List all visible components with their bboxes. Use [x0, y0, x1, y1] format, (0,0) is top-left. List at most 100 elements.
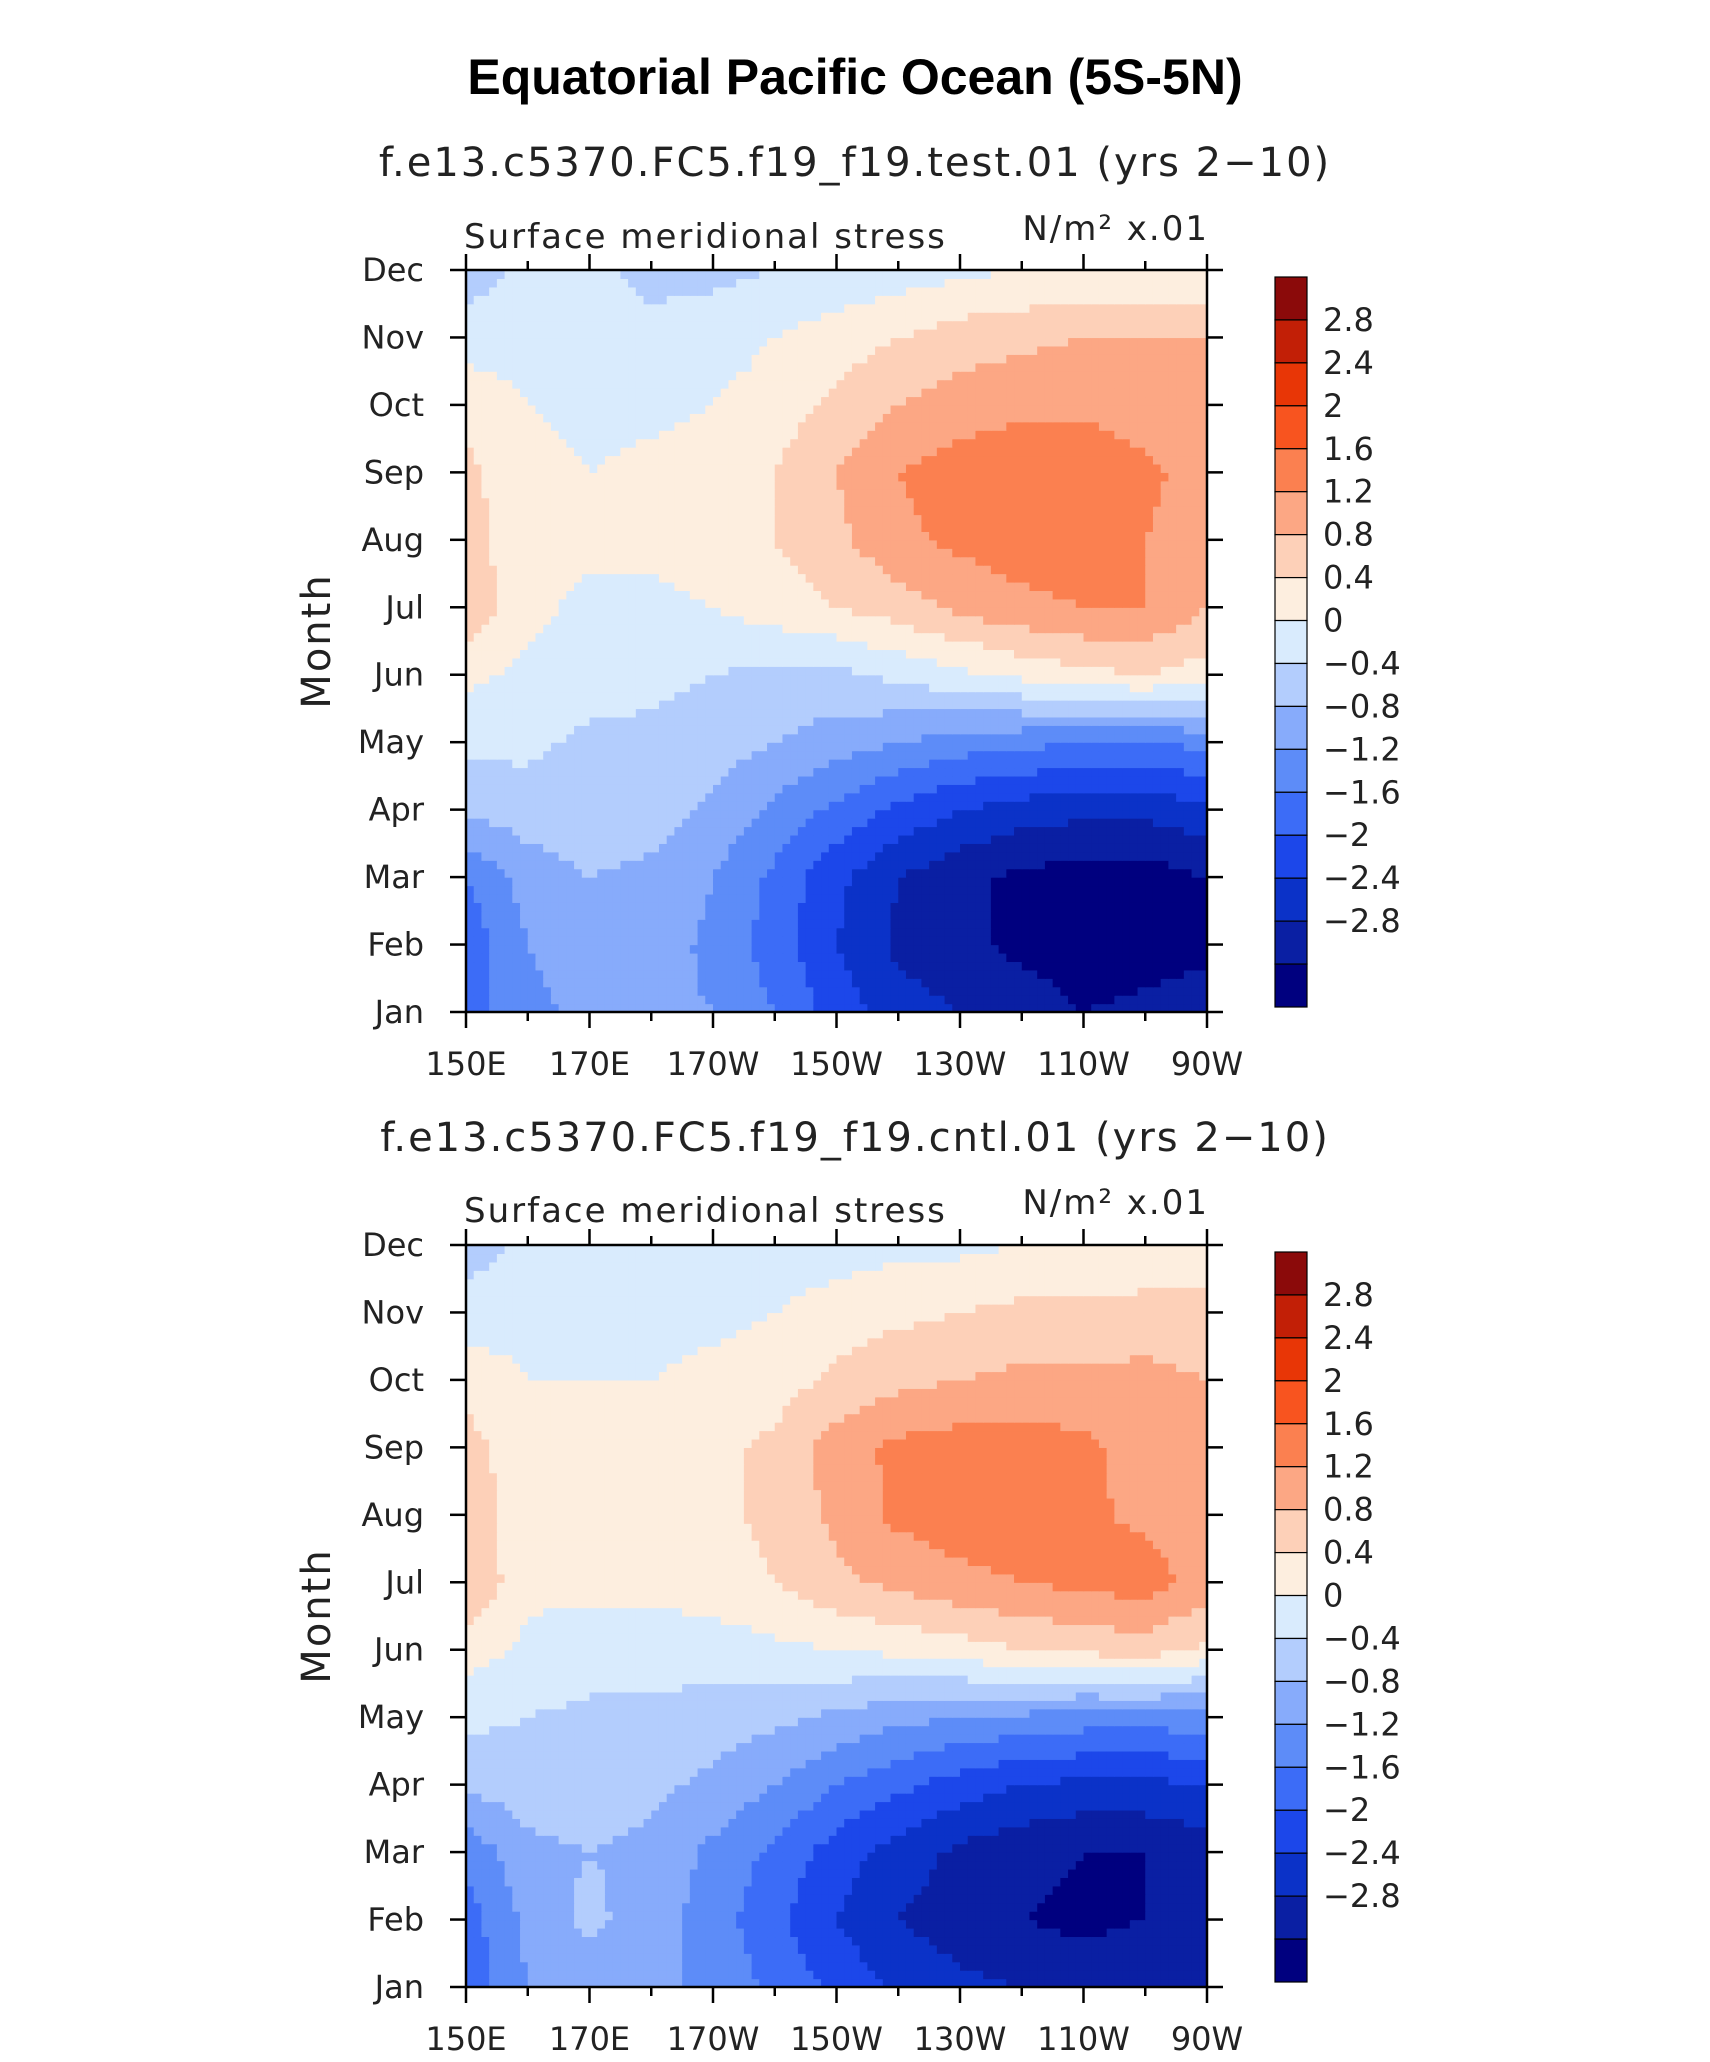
contour-cell [905, 919, 915, 929]
contour-cell [1098, 936, 1108, 946]
contour-cell [697, 952, 706, 963]
contour-cell [1021, 784, 1031, 794]
contour-cell [1106, 969, 1115, 979]
contour-cell [1114, 936, 1123, 946]
contour-cell [1191, 700, 1200, 710]
contour-cell [1137, 936, 1146, 946]
contour-cell [705, 624, 714, 634]
contour-cell [1068, 725, 1077, 735]
contour-cell [813, 961, 822, 971]
contour-cell [558, 742, 567, 752]
contour-cell [589, 851, 598, 861]
contour-cell [720, 624, 730, 634]
contour-cell [527, 641, 537, 651]
contour-cell [520, 868, 529, 878]
contour-cell [790, 708, 799, 718]
contour-cell [597, 708, 606, 718]
contour-cell [936, 649, 946, 659]
contour-cell [743, 978, 753, 988]
contour-cell [797, 775, 807, 785]
contour-cell [520, 919, 529, 929]
contour-cell [1037, 995, 1046, 1005]
contour-cell [836, 700, 845, 710]
contour-cell [1160, 742, 1170, 752]
contour-cell [566, 860, 575, 870]
contour-cell [1114, 834, 1123, 844]
contour-cell [674, 952, 683, 963]
contour-cell [581, 809, 591, 819]
contour-cell [1168, 944, 1177, 954]
contour-cell [1006, 792, 1015, 802]
contour-cell [1060, 877, 1069, 887]
contour-cell [875, 615, 884, 625]
contour-cell [512, 826, 521, 836]
contour-cell [1037, 919, 1046, 929]
contour-cell [697, 893, 706, 903]
contour-cell [844, 784, 853, 794]
contour-cell [913, 910, 923, 920]
contour-cell [774, 885, 784, 895]
contour-cell [1006, 624, 1015, 634]
contour-cell [543, 733, 552, 743]
contour-cell [1060, 919, 1069, 929]
contour-cell [674, 919, 683, 929]
contour-cell [983, 1003, 992, 1013]
contour-cell [496, 767, 506, 777]
contour-cell [1199, 657, 1208, 667]
contour-cell [720, 893, 730, 903]
contour-cell [759, 733, 768, 743]
contour-cell [1098, 784, 1108, 794]
contour-cell [1129, 581, 1139, 592]
contour-cell [805, 809, 814, 819]
contour-cell [1114, 978, 1123, 988]
contour-cell [473, 868, 483, 878]
contour-cell [1037, 733, 1046, 743]
contour-cell [867, 716, 876, 726]
contour-cell [1083, 944, 1092, 954]
contour-cell [1199, 834, 1208, 844]
contour-cell [473, 607, 483, 617]
contour-cell [759, 666, 768, 676]
contour-cell [604, 750, 614, 760]
contour-cell [504, 657, 513, 667]
contour-cell [790, 624, 799, 634]
contour-cell [828, 986, 838, 996]
contour-cell [875, 666, 884, 676]
contour-cell [612, 969, 621, 979]
contour-cell [550, 834, 560, 844]
contour-cell [790, 818, 799, 828]
contour-cell [1114, 666, 1123, 676]
contour-cell [790, 674, 799, 684]
contour-cell [1129, 725, 1139, 735]
contour-cell [612, 708, 621, 718]
contour-cell [520, 801, 529, 811]
contour-cell [890, 969, 899, 979]
contour-cell [473, 767, 483, 777]
contour-cell [566, 607, 575, 617]
contour-cell [913, 742, 923, 752]
contour-cell [1176, 716, 1185, 726]
contour-cell [589, 775, 598, 785]
contour-cell [998, 632, 1007, 642]
contour-cell [504, 691, 513, 701]
contour-cell [805, 952, 814, 963]
contour-cell [736, 809, 745, 819]
contour-cell [550, 657, 560, 667]
contour-cell [527, 944, 537, 954]
contour-cell [759, 860, 768, 870]
contour-cell [1122, 716, 1131, 726]
contour-cell [612, 649, 621, 659]
contour-cell [628, 834, 637, 844]
contour-cell [767, 927, 776, 937]
contour-cell [736, 641, 745, 651]
contour-cell [651, 801, 660, 811]
contour-cell [998, 750, 1007, 760]
contour-cell [844, 573, 853, 583]
contour-cell [967, 683, 977, 693]
contour-cell [1183, 624, 1193, 634]
contour-cell [967, 826, 977, 836]
contour-cell [905, 725, 915, 735]
contour-cell [527, 683, 537, 693]
contour-cell [1129, 978, 1139, 988]
contour-cell [1137, 986, 1146, 996]
